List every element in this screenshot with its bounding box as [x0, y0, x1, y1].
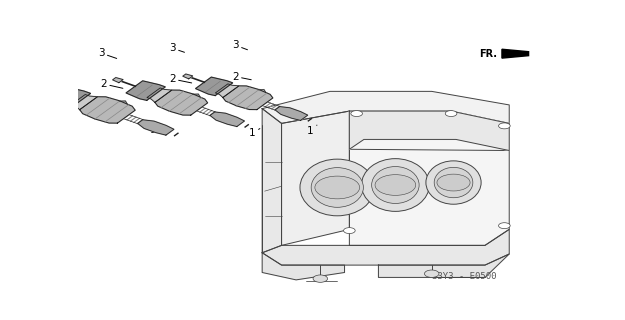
Polygon shape — [259, 90, 266, 92]
Polygon shape — [275, 107, 308, 120]
Text: 2: 2 — [101, 79, 123, 89]
Text: 1: 1 — [150, 124, 170, 135]
Text: 3: 3 — [232, 40, 248, 50]
Polygon shape — [147, 88, 172, 102]
Circle shape — [437, 174, 470, 191]
Text: 3: 3 — [98, 48, 117, 59]
Text: 2: 2 — [169, 74, 192, 84]
Polygon shape — [262, 108, 281, 253]
Polygon shape — [49, 87, 91, 108]
Ellipse shape — [434, 167, 473, 198]
Ellipse shape — [300, 159, 374, 216]
Circle shape — [313, 275, 328, 282]
Polygon shape — [262, 92, 509, 124]
Polygon shape — [262, 253, 344, 280]
Circle shape — [499, 123, 510, 129]
Polygon shape — [138, 120, 174, 135]
Polygon shape — [262, 229, 509, 265]
Text: FR.: FR. — [479, 49, 497, 59]
Circle shape — [445, 111, 457, 116]
Polygon shape — [379, 254, 509, 277]
Polygon shape — [216, 84, 239, 98]
Polygon shape — [281, 111, 349, 245]
Text: 2: 2 — [232, 72, 251, 82]
Polygon shape — [349, 111, 509, 245]
Polygon shape — [80, 97, 135, 123]
Ellipse shape — [361, 159, 429, 212]
Polygon shape — [119, 101, 127, 104]
Polygon shape — [71, 94, 98, 110]
Circle shape — [499, 223, 510, 228]
Circle shape — [424, 270, 439, 277]
Polygon shape — [155, 90, 208, 115]
Polygon shape — [112, 77, 123, 83]
Polygon shape — [223, 86, 273, 109]
Polygon shape — [210, 112, 244, 126]
Polygon shape — [192, 94, 200, 97]
Ellipse shape — [311, 168, 363, 207]
Polygon shape — [502, 49, 529, 58]
Text: S3Y3 - E0500: S3Y3 - E0500 — [432, 272, 496, 281]
Polygon shape — [182, 74, 192, 79]
Circle shape — [344, 228, 355, 234]
Polygon shape — [35, 84, 46, 89]
Text: 1: 1 — [249, 128, 260, 138]
Polygon shape — [349, 111, 509, 150]
Circle shape — [315, 176, 359, 199]
Ellipse shape — [372, 166, 419, 204]
Text: 3: 3 — [169, 43, 184, 53]
Circle shape — [351, 111, 362, 116]
Circle shape — [375, 175, 416, 195]
Polygon shape — [126, 81, 165, 100]
Ellipse shape — [426, 161, 481, 204]
Text: 1: 1 — [308, 125, 317, 136]
Polygon shape — [196, 77, 232, 96]
